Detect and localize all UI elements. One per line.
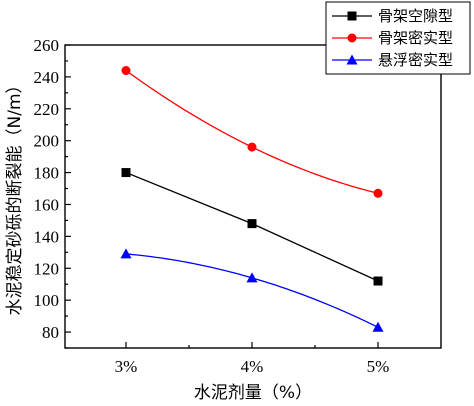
legend-marker: [347, 11, 357, 21]
series-layer: [120, 66, 384, 332]
legend-label: 骨架空隙型: [378, 7, 453, 25]
y-tick-label: 80: [42, 323, 59, 342]
y-axis: 80 100 120 140 160 180 200 220 240 260: [34, 36, 71, 349]
series-1: [121, 168, 383, 286]
y-tick-label: 180: [34, 164, 60, 183]
legend-marker: [347, 33, 357, 43]
legend-item: 骨架密实型: [332, 29, 453, 47]
legend-item: 悬浮密实型: [332, 51, 453, 69]
plot-area: [64, 44, 442, 349]
y-tick-label: 160: [34, 195, 60, 214]
data-point: [373, 276, 383, 286]
y-axis-label: 水泥稳定砂砾的断裂能（N/m）: [5, 76, 25, 315]
legend-item: 骨架空隙型: [332, 7, 453, 25]
x-axis: 3% 4% 5%: [115, 342, 390, 376]
data-point: [373, 188, 383, 198]
x-tick-label: 3%: [115, 357, 138, 376]
data-point: [247, 142, 257, 152]
legend-marker: [346, 54, 358, 65]
y-tick-label: 200: [34, 132, 60, 151]
y-tick-label: 120: [34, 259, 60, 278]
y-tick-label: 240: [34, 68, 60, 87]
data-point: [120, 248, 132, 259]
x-tick-label: 4%: [241, 357, 264, 376]
series-2: [121, 66, 383, 198]
series-3: [120, 248, 384, 332]
data-point: [247, 219, 257, 229]
y-tick-label: 220: [34, 100, 60, 119]
data-point: [121, 66, 131, 76]
y-tick-label: 100: [34, 291, 60, 310]
y-tick-label: 260: [34, 36, 60, 55]
legend-label: 骨架密实型: [378, 29, 453, 47]
data-point: [246, 272, 258, 283]
x-tick-label: 5%: [367, 357, 390, 376]
data-point: [372, 321, 384, 332]
data-point: [121, 168, 131, 178]
legend-label: 悬浮密实型: [378, 51, 453, 69]
y-tick-label: 140: [34, 227, 60, 246]
x-axis-label: 水泥剂量（%）: [194, 383, 312, 403]
